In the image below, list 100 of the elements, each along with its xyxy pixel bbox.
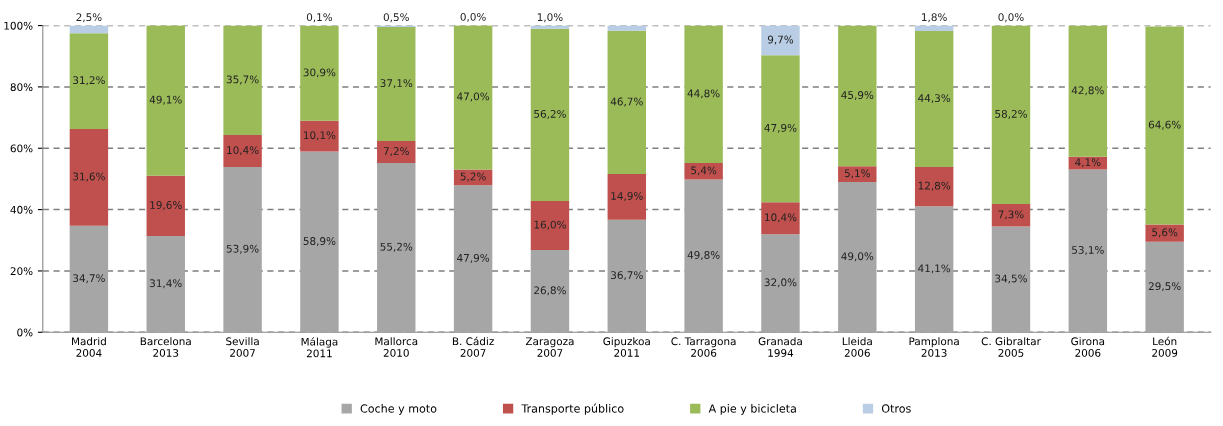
bar <box>453 169 493 186</box>
data-label: 44,3% <box>918 94 951 104</box>
bar <box>684 162 723 180</box>
data-label: 14,9% <box>611 192 643 201</box>
data-label: 31,2% <box>73 76 105 86</box>
bar <box>69 25 109 34</box>
y-tick-label: 20% <box>10 267 33 276</box>
bar <box>223 135 262 167</box>
bar <box>761 55 800 203</box>
data-label: 12,8% <box>918 181 951 191</box>
data-label: 49,8% <box>687 251 720 260</box>
bar <box>146 25 185 176</box>
legend-label: A pie y bicicleta <box>708 404 796 415</box>
bar <box>377 162 416 333</box>
x-tick-label: Madrid 2004 <box>72 337 106 357</box>
bar <box>377 27 416 141</box>
bar <box>530 201 570 251</box>
bar <box>914 166 954 207</box>
data-label: 1,8% <box>922 13 947 23</box>
bar <box>914 31 954 167</box>
bar <box>453 185 493 333</box>
bar <box>377 140 416 163</box>
data-label: 10,4% <box>227 146 259 156</box>
data-label: 47,0% <box>457 92 490 102</box>
data-label: 64,6% <box>1148 120 1181 130</box>
data-label: 19,6% <box>150 201 182 210</box>
data-label: 49,0% <box>841 252 874 262</box>
data-label: 47,9% <box>457 253 490 263</box>
data-label: 58,2% <box>995 109 1027 119</box>
legend-label: Coche y moto <box>360 404 437 415</box>
bar <box>69 33 109 129</box>
bar <box>1145 224 1184 242</box>
bar <box>1145 241 1184 333</box>
x-tick-label: Barcelona 2013 <box>140 337 191 357</box>
x-tick-label: Pamplona 2013 <box>909 337 959 357</box>
bar <box>530 28 570 201</box>
data-label: 45,9% <box>841 91 874 101</box>
x-tick-label: Girona 2006 <box>1071 337 1105 357</box>
bar <box>607 174 646 220</box>
bar <box>300 120 339 152</box>
data-label: 37,1% <box>380 79 413 89</box>
bar <box>146 235 185 333</box>
data-label: 0,0% <box>998 13 1024 23</box>
x-tick-label: Sevilla 2007 <box>226 337 259 357</box>
data-label: 4,1% <box>1075 158 1101 168</box>
data-label: 58,9% <box>303 237 336 247</box>
data-label: 42,8% <box>1071 86 1104 96</box>
data-label: 36,7% <box>611 271 643 281</box>
bar <box>146 175 185 236</box>
data-label: 7,3% <box>998 210 1024 220</box>
bar <box>761 202 800 235</box>
data-label: 56,2% <box>534 109 566 119</box>
x-tick-label: Zaragoza 2007 <box>525 337 574 357</box>
x-tick-label: Lleida 2006 <box>842 337 872 357</box>
data-label: 26,8% <box>534 286 566 296</box>
bar <box>684 25 723 163</box>
data-label: 34,7% <box>73 274 105 284</box>
data-label: 0,1% <box>306 13 333 23</box>
data-label: 31,6% <box>73 172 105 182</box>
bar <box>69 225 109 333</box>
data-label: 32,0% <box>764 278 797 288</box>
data-label: 10,4% <box>765 213 797 223</box>
legend-label: Otros <box>881 404 911 413</box>
bar <box>607 30 646 175</box>
data-label: 44,8% <box>687 89 720 99</box>
bar <box>223 25 262 136</box>
data-label: 31,4% <box>150 279 182 289</box>
bar <box>761 25 800 56</box>
bar <box>838 25 877 167</box>
bar <box>530 250 570 333</box>
data-label: 49,1% <box>149 95 182 105</box>
bar <box>1068 169 1108 333</box>
bar <box>914 206 954 333</box>
data-label: 5,4% <box>691 166 717 176</box>
y-tick-label: 80% <box>10 83 33 92</box>
bar <box>1068 25 1108 157</box>
y-tick-label: 60% <box>10 144 33 153</box>
bar <box>838 166 877 182</box>
data-label: 35,7% <box>226 75 259 85</box>
y-tick-label: 40% <box>10 205 33 214</box>
legend-label: Transporte público <box>521 403 624 415</box>
data-label: 46,7% <box>610 97 643 107</box>
y-tick-label: 100% <box>4 21 33 30</box>
x-tick-label: León 2009 <box>1152 336 1178 357</box>
bar <box>607 219 646 333</box>
bar <box>69 128 109 226</box>
bar <box>914 25 954 32</box>
data-label: 34,5% <box>995 274 1027 284</box>
bar <box>684 179 723 333</box>
data-label: 30,9% <box>303 68 336 78</box>
data-label: 16,0% <box>534 220 566 230</box>
data-label: 5,2% <box>460 172 486 182</box>
data-label: 29,5% <box>1148 282 1181 292</box>
data-label: 47,9% <box>764 123 797 133</box>
bar <box>607 25 646 31</box>
data-label: 0,5% <box>383 13 409 23</box>
data-label: 55,2% <box>380 242 413 252</box>
data-label: 5,1% <box>844 169 870 179</box>
x-tick-label: B. Cádiz 2007 <box>452 336 494 357</box>
bar <box>991 25 1031 205</box>
